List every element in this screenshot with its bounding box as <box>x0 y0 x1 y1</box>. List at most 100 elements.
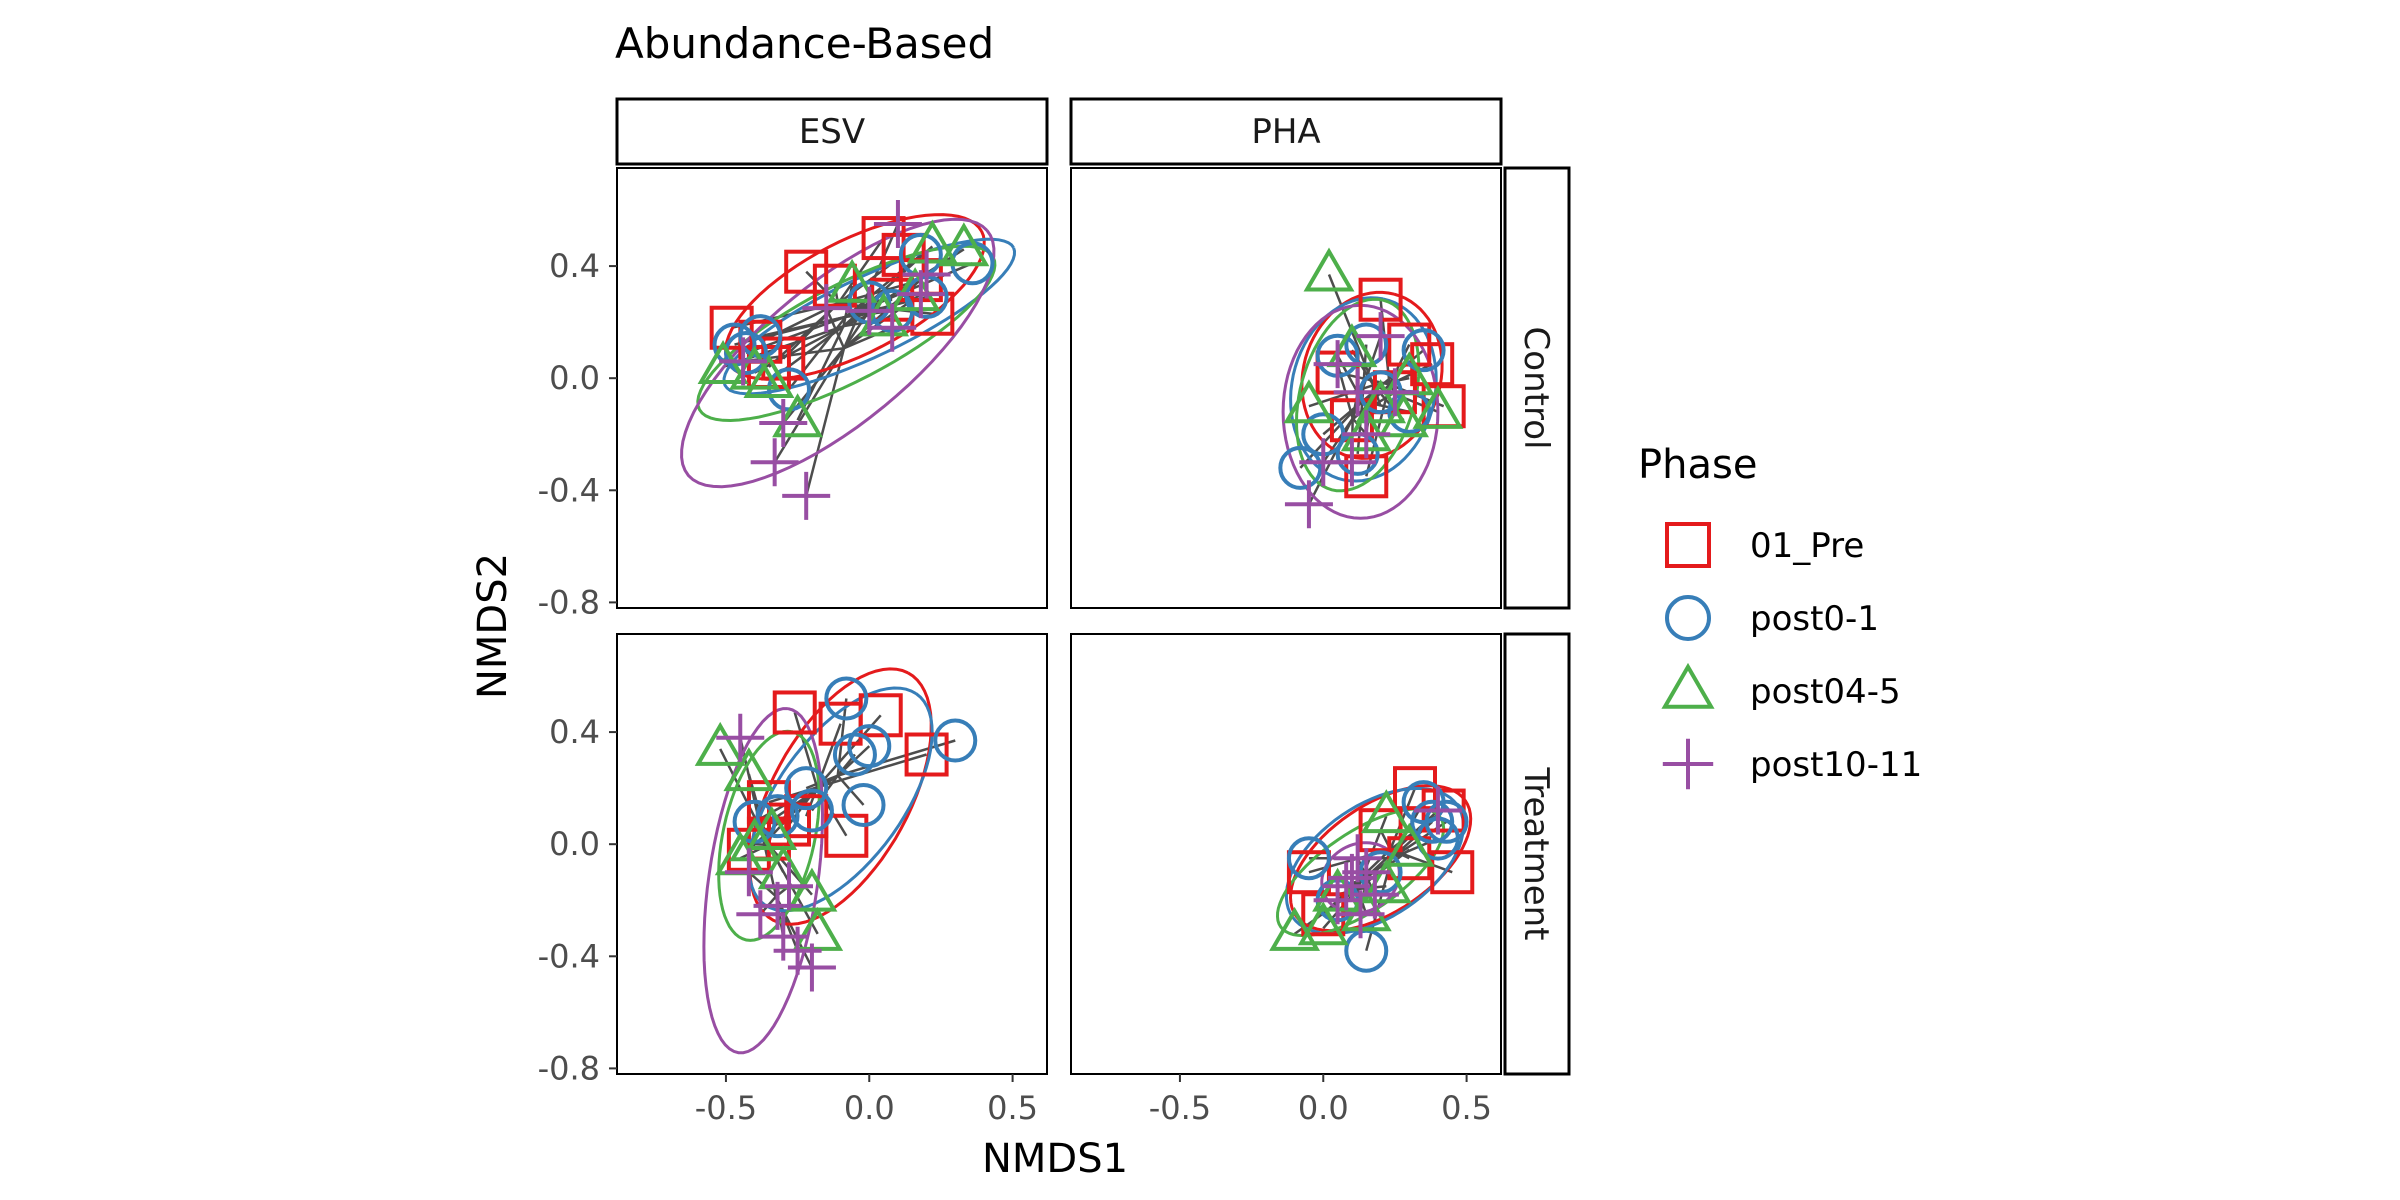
y-tick-label: -0.4 <box>538 937 600 975</box>
legend-title: Phase <box>1638 442 1757 488</box>
x-tick-label: 0.0 <box>1298 1089 1349 1127</box>
legend-label: post10-11 <box>1750 745 1922 785</box>
legend: Phase 01_Pre post0-1 post04-5 post10-11 <box>1638 442 1922 790</box>
spider-segment <box>793 712 819 788</box>
legend-label: post04-5 <box>1750 672 1901 712</box>
x-tick-label: -0.5 <box>695 1089 757 1127</box>
point-post04-5 <box>1360 789 1412 834</box>
point-post04-5 <box>1303 247 1355 292</box>
point-post10-11 <box>750 438 799 487</box>
panel-border <box>1070 167 1502 609</box>
point-01-pre <box>858 693 903 738</box>
point-post04-5 <box>938 222 990 267</box>
point-post04-5 <box>826 258 878 303</box>
point-post04-5 <box>906 219 958 264</box>
point-post10-11 <box>1313 340 1362 389</box>
x-tick-label: 0.5 <box>987 1089 1038 1127</box>
point-post10-11 <box>1342 410 1391 459</box>
strip-box <box>1503 632 1571 1076</box>
point-post10-11 <box>868 303 917 352</box>
y-tick-label: -0.4 <box>538 471 600 509</box>
panel-esv-control <box>616 167 1048 609</box>
panel-pha-control <box>1070 167 1502 609</box>
point-post0-1 <box>933 718 978 763</box>
spider-segment <box>754 325 845 374</box>
point-post10-11 <box>1284 480 1333 529</box>
point-post0-1 <box>841 782 886 827</box>
point-post0-1 <box>1410 799 1455 844</box>
point-post04-5 <box>694 721 746 766</box>
x-axis-label: NMDS1 <box>982 1136 1128 1182</box>
point-post10-11 <box>1413 786 1462 835</box>
point-post04-5 <box>858 292 910 337</box>
point-post10-11 <box>896 270 945 319</box>
legend-key-cross <box>1662 738 1714 790</box>
x-tick-label: 0.5 <box>1441 1089 1492 1127</box>
point-post0-1 <box>1401 328 1446 373</box>
point-01-pre <box>1286 850 1331 895</box>
point-post04-5 <box>786 867 838 912</box>
y-tick-label: 0.0 <box>549 825 600 863</box>
legend-item: 01_Pre <box>1665 522 1864 568</box>
axes: -0.8 -0.4 0.0 0.4 -0.8 -0.4 0.0 0.4 -0.5 0.0 0.5 -0… <box>538 247 1492 1127</box>
strip-label-pha: PHA <box>1251 112 1320 152</box>
strip-box <box>615 97 1049 166</box>
spider-segment <box>1350 349 1375 386</box>
legend-key-circle <box>1665 595 1711 641</box>
point-post0-1 <box>755 794 800 839</box>
y-tick-label: 0.0 <box>549 359 600 397</box>
strip-label-treatment: Treatment <box>1516 766 1556 940</box>
point-01-pre <box>904 732 949 777</box>
point-post10-11 <box>1333 368 1382 417</box>
spider-segment <box>843 310 871 349</box>
point-post0-1 <box>784 766 829 811</box>
point-post04-5 <box>746 805 798 850</box>
y-tick-label: 0.4 <box>549 247 600 285</box>
panel-esv-treatment <box>616 633 1048 1075</box>
point-post04-5 <box>723 747 775 792</box>
x-tick-label: 0.0 <box>844 1089 895 1127</box>
spider-segment <box>836 237 885 305</box>
point-post10-11 <box>902 250 951 299</box>
strip-box <box>1503 166 1571 610</box>
point-post10-11 <box>1327 438 1376 487</box>
ellipse-post04-5 <box>1294 297 1421 493</box>
point-post10-11 <box>787 943 836 992</box>
point-post10-11 <box>1356 312 1405 361</box>
strip-label-control: Control <box>1516 327 1556 450</box>
point-post10-11 <box>759 399 808 448</box>
point-post04-5 <box>1283 379 1335 424</box>
point-post10-11 <box>802 284 851 333</box>
point-post04-5 <box>1383 822 1435 867</box>
point-01-pre <box>709 305 754 350</box>
point-post04-5 <box>1355 379 1407 424</box>
y-tick-label: 0.4 <box>549 713 600 751</box>
point-post10-11 <box>782 471 831 520</box>
legend-item: post04-5 <box>1661 662 1901 712</box>
legend-item: post10-11 <box>1662 738 1922 790</box>
strip-label-esv: ESV <box>799 112 865 152</box>
legend-key-triangle <box>1661 662 1715 709</box>
point-post0-1 <box>832 732 877 777</box>
point-post04-5 <box>1269 906 1321 951</box>
point-post10-11 <box>719 337 768 386</box>
point-01-pre <box>784 249 829 294</box>
point-post10-11 <box>753 881 802 930</box>
point-post10-11 <box>1313 876 1362 925</box>
point-01-pre <box>812 263 857 308</box>
point-post10-11 <box>1333 834 1382 883</box>
point-post04-5 <box>743 354 795 398</box>
legend-label: 01_Pre <box>1750 526 1864 566</box>
point-post0-1 <box>824 676 869 721</box>
point-post10-11 <box>765 862 813 911</box>
ellipse-post04-5 <box>1275 807 1446 938</box>
panel-border <box>616 633 1048 1075</box>
spider-segment <box>825 307 846 349</box>
point-post04-5 <box>772 393 824 438</box>
ellipse-post10-11 <box>680 217 996 489</box>
spider-segment <box>774 895 814 969</box>
point-post04-5 <box>1412 384 1464 429</box>
point-post10-11 <box>1350 870 1399 919</box>
point-post0-1 <box>1278 445 1323 490</box>
